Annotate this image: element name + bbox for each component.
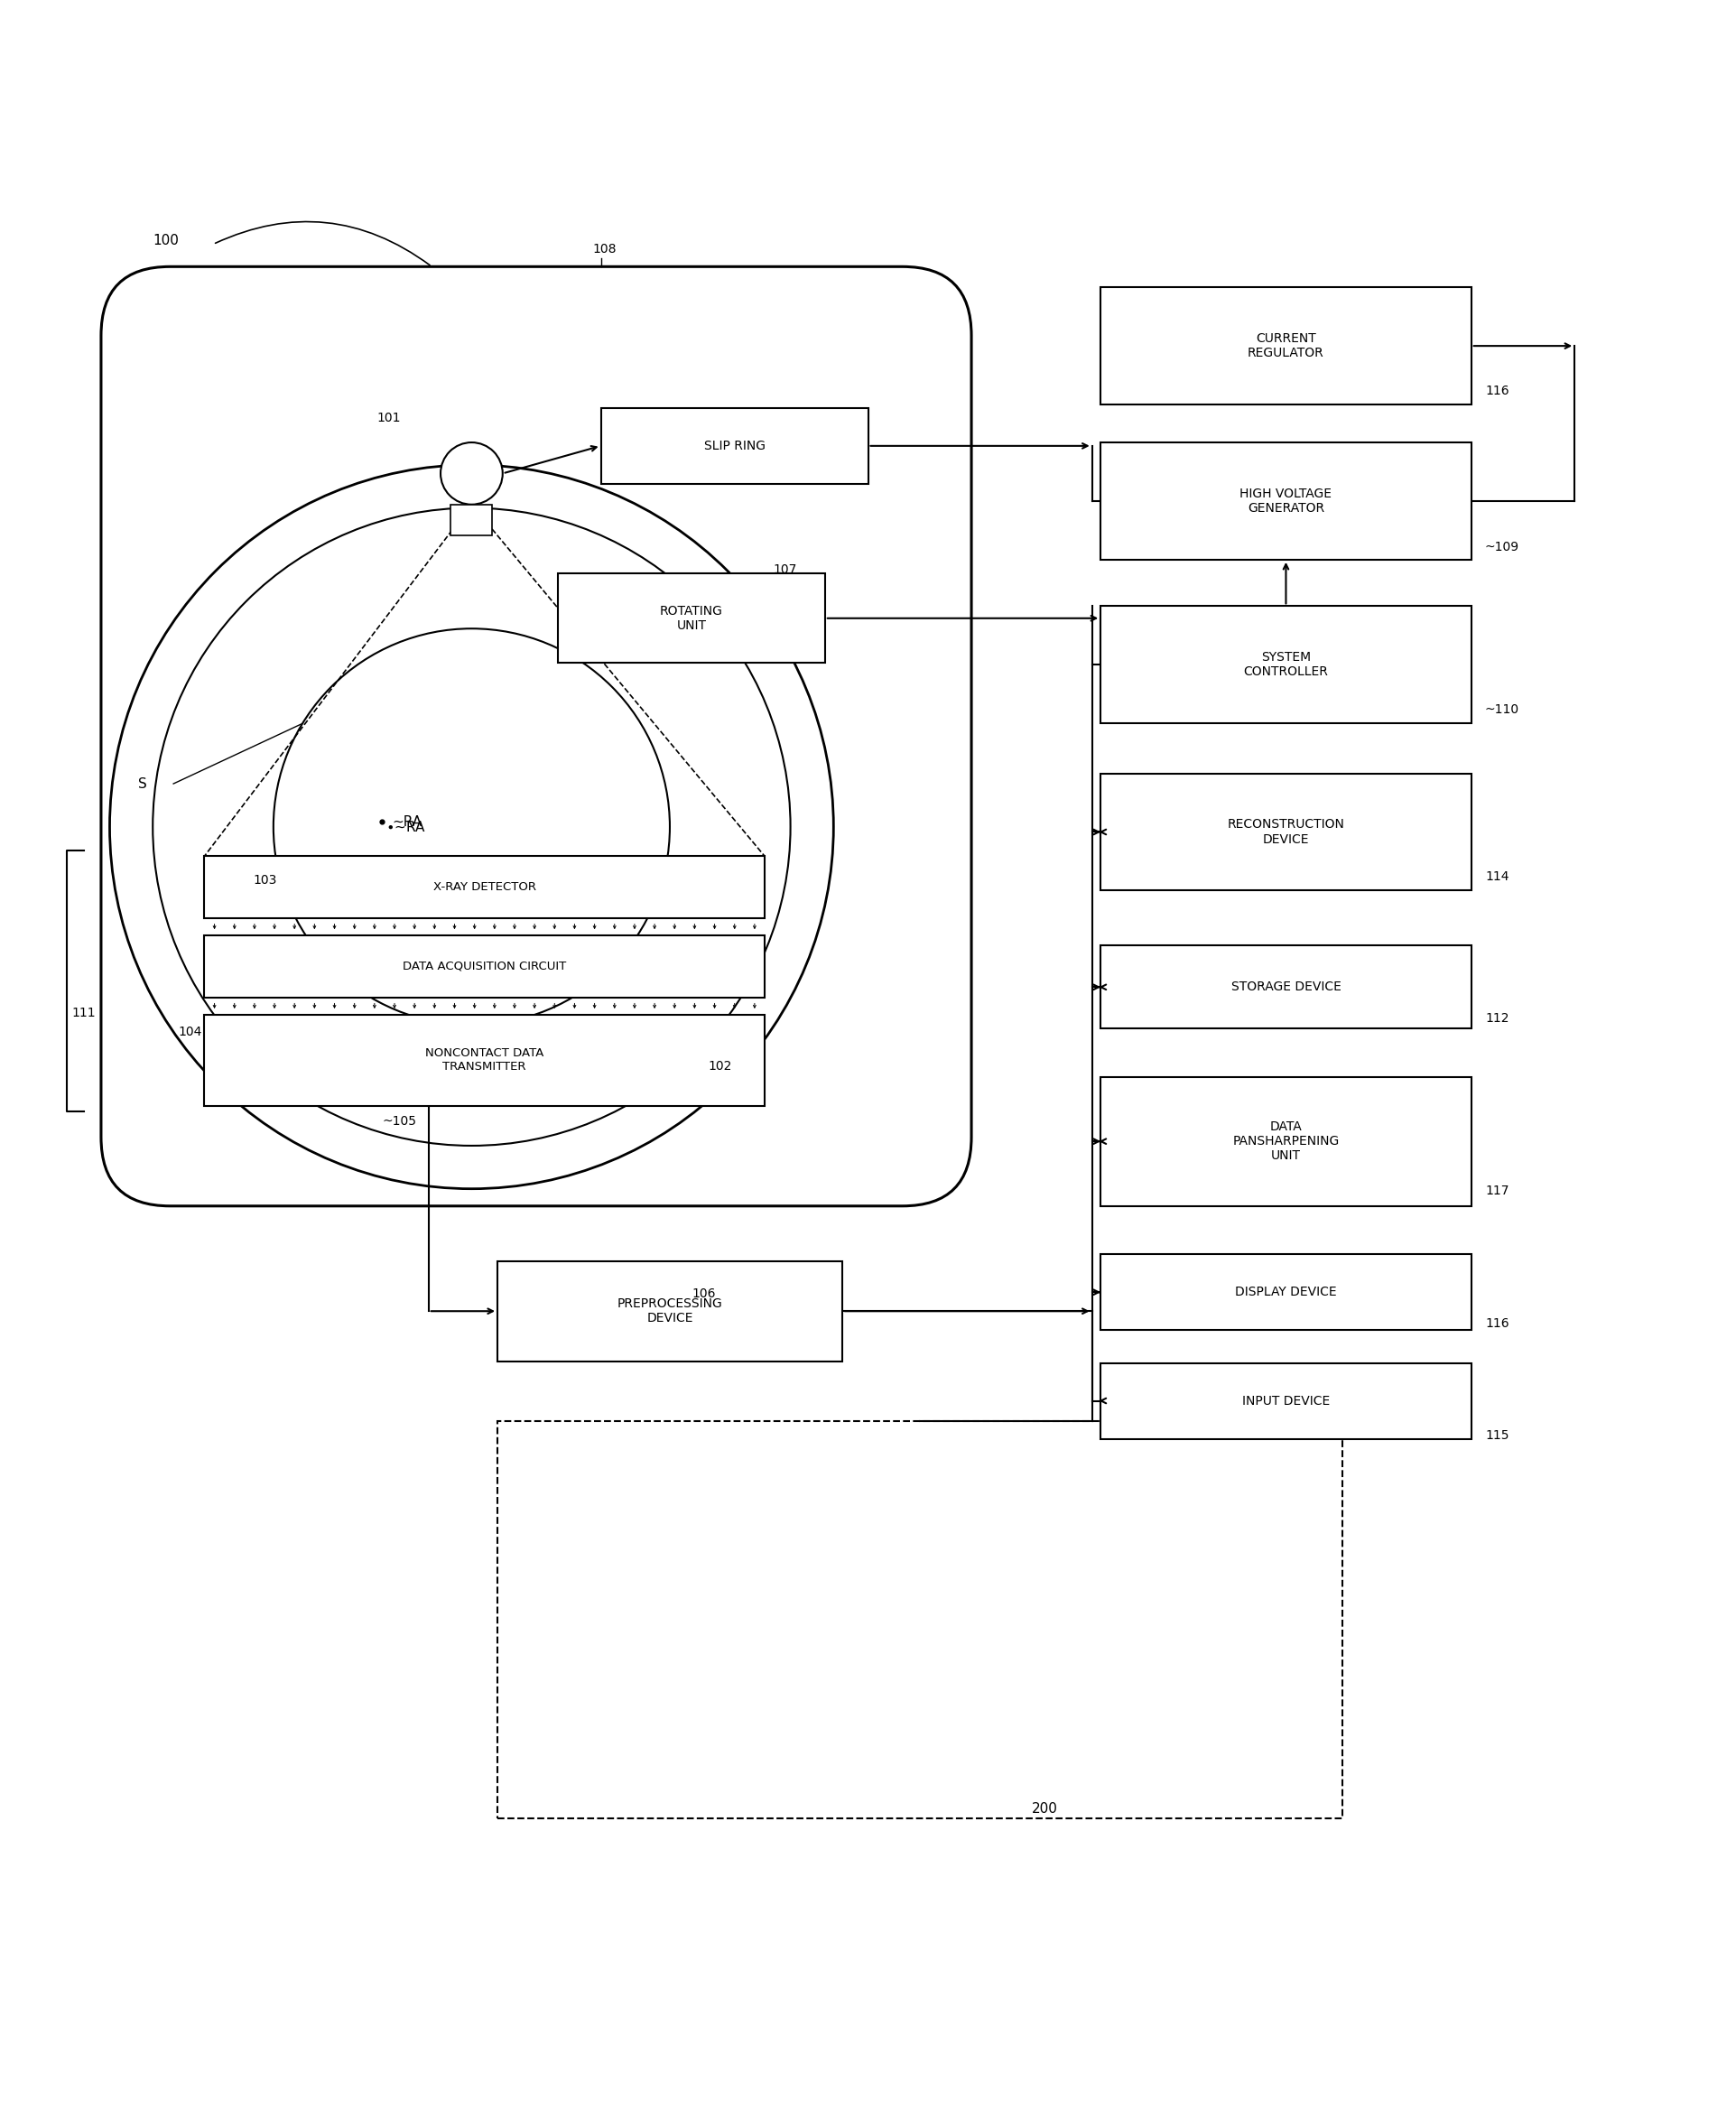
FancyBboxPatch shape (101, 267, 972, 1206)
FancyBboxPatch shape (601, 409, 868, 483)
Text: 108: 108 (592, 244, 616, 256)
Text: 106: 106 (693, 1288, 717, 1301)
Text: ~105: ~105 (382, 1115, 417, 1127)
FancyBboxPatch shape (205, 1015, 764, 1106)
Bar (451, 504, 493, 536)
Text: NONCONTACT DATA
TRANSMITTER: NONCONTACT DATA TRANSMITTER (425, 1047, 543, 1072)
Text: 101: 101 (377, 411, 401, 424)
Text: 117: 117 (1484, 1185, 1509, 1197)
Text: 112: 112 (1484, 1011, 1509, 1023)
Circle shape (441, 443, 503, 504)
Text: X-RAY DETECTOR: X-RAY DETECTOR (432, 882, 536, 892)
Text: DATA
PANSHARPENING
UNIT: DATA PANSHARPENING UNIT (1233, 1121, 1338, 1163)
Text: SLIP RING: SLIP RING (703, 439, 766, 451)
Text: RECONSTRUCTION
DEVICE: RECONSTRUCTION DEVICE (1227, 818, 1345, 845)
Text: 100: 100 (153, 233, 179, 248)
Text: ~110: ~110 (1484, 704, 1519, 716)
Text: HIGH VOLTAGE
GENERATOR: HIGH VOLTAGE GENERATOR (1240, 487, 1332, 515)
Text: 114: 114 (1484, 871, 1509, 884)
Text: CURRENT
REGULATOR: CURRENT REGULATOR (1248, 333, 1325, 360)
FancyBboxPatch shape (1101, 1363, 1470, 1439)
Text: ROTATING
UNIT: ROTATING UNIT (660, 604, 722, 631)
FancyBboxPatch shape (205, 934, 764, 998)
Text: 116: 116 (1484, 1316, 1509, 1329)
FancyBboxPatch shape (1101, 288, 1470, 405)
FancyBboxPatch shape (205, 856, 764, 918)
Text: 115: 115 (1484, 1428, 1509, 1441)
Text: DATA ACQUISITION CIRCUIT: DATA ACQUISITION CIRCUIT (403, 960, 566, 973)
Text: $\bullet$~RA: $\bullet$~RA (385, 820, 427, 835)
Text: DISPLAY DEVICE: DISPLAY DEVICE (1234, 1286, 1337, 1299)
Text: 103: 103 (253, 873, 276, 886)
FancyBboxPatch shape (1101, 1076, 1470, 1206)
Text: 102: 102 (708, 1060, 731, 1072)
Text: ~109: ~109 (1484, 540, 1519, 553)
FancyBboxPatch shape (1101, 773, 1470, 890)
FancyBboxPatch shape (1101, 606, 1470, 723)
FancyBboxPatch shape (557, 574, 825, 663)
FancyBboxPatch shape (498, 1261, 842, 1360)
FancyBboxPatch shape (1101, 443, 1470, 559)
Text: 107: 107 (773, 564, 797, 576)
Text: 200: 200 (1031, 1803, 1057, 1816)
Text: STORAGE DEVICE: STORAGE DEVICE (1231, 981, 1340, 994)
Text: SYSTEM
CONTROLLER: SYSTEM CONTROLLER (1243, 651, 1328, 678)
Text: INPUT DEVICE: INPUT DEVICE (1241, 1394, 1330, 1407)
Text: 111: 111 (71, 1007, 95, 1019)
Text: 116: 116 (1484, 384, 1509, 396)
Text: S: S (139, 778, 148, 790)
Text: PREPROCESSING
DEVICE: PREPROCESSING DEVICE (616, 1297, 722, 1324)
Text: ~RA: ~RA (392, 816, 422, 829)
Bar (498, 1422, 1342, 1818)
Text: 104: 104 (179, 1026, 203, 1038)
FancyBboxPatch shape (1101, 945, 1470, 1028)
FancyBboxPatch shape (1101, 1254, 1470, 1331)
